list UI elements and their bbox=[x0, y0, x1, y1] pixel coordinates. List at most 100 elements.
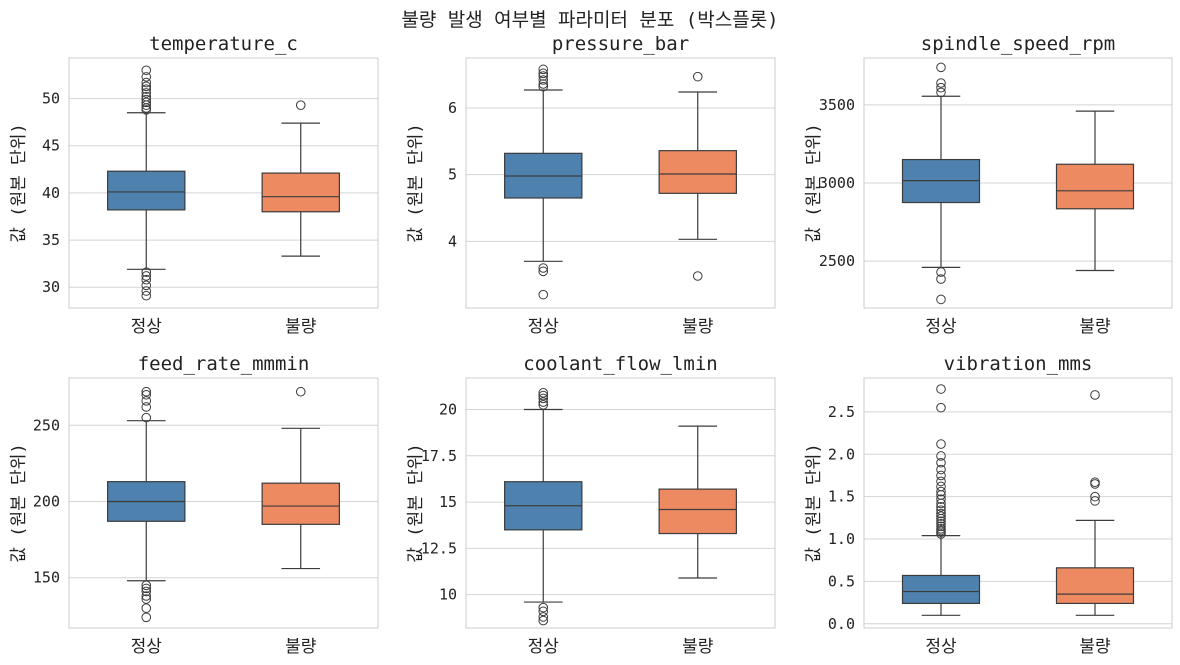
outlier-point bbox=[538, 68, 549, 79]
y-axis-label: 값 (원본 단위) bbox=[406, 123, 426, 242]
y-tick-label: 12.5 bbox=[421, 539, 457, 557]
iqr-box bbox=[658, 150, 737, 194]
outlier-point bbox=[936, 267, 946, 277]
outlier-point bbox=[538, 612, 549, 622]
y-tick-label: 20 bbox=[439, 400, 457, 418]
iqr-box bbox=[1055, 567, 1135, 605]
outlier-point bbox=[1090, 491, 1100, 502]
outlier-point bbox=[538, 397, 549, 407]
subplot-title: spindle_speed_rpm bbox=[921, 33, 1115, 55]
outlier-point bbox=[936, 511, 946, 521]
subplot-1: 30 35 40 45 50 정상 불량 temperature_c 값 (원본 단위) bbox=[9, 33, 379, 337]
y-tick-label: 250 bbox=[33, 416, 60, 434]
outlier-point bbox=[538, 400, 549, 410]
outlier-point bbox=[538, 263, 549, 273]
subplot-title: feed_rate_mmmin bbox=[138, 353, 310, 375]
outlier-point bbox=[295, 386, 306, 397]
outlier-point bbox=[1090, 477, 1100, 488]
outlier-point bbox=[141, 402, 152, 412]
iqr-box bbox=[261, 482, 340, 525]
outlier-point bbox=[692, 271, 703, 281]
box-normal bbox=[107, 386, 186, 623]
subplot-2: 4 5 6 정상 불량 pressure_bar 값 (원본 단위) bbox=[406, 33, 776, 337]
box-defect bbox=[658, 425, 737, 579]
outlier-point bbox=[141, 65, 152, 76]
x-tick-label: 정상 bbox=[131, 317, 163, 337]
outlier-point bbox=[538, 64, 549, 75]
y-tick-label: 3000 bbox=[819, 174, 855, 192]
box-normal bbox=[901, 384, 981, 616]
outlier-point bbox=[936, 524, 946, 534]
outlier-point bbox=[936, 508, 946, 519]
y-tick-label: 4 bbox=[448, 232, 457, 250]
outlier-point bbox=[141, 286, 152, 296]
subplot-title: temperature_c bbox=[149, 33, 298, 55]
y-axis-label: 값 (원본 단위) bbox=[9, 443, 29, 562]
y-tick-label: 150 bbox=[33, 569, 60, 587]
box-normal bbox=[504, 388, 583, 626]
x-tick-label: 정상 bbox=[131, 637, 163, 657]
x-tick-label: 정상 bbox=[925, 317, 957, 337]
y-tick-label: 5 bbox=[448, 166, 457, 184]
y-tick-label: 10 bbox=[439, 586, 457, 604]
outlier-point bbox=[141, 594, 152, 604]
outlier-point bbox=[936, 502, 946, 512]
outlier-point bbox=[141, 612, 152, 623]
subplot-title: pressure_bar bbox=[552, 33, 689, 55]
outlier-point bbox=[936, 505, 946, 516]
outlier-point bbox=[936, 384, 946, 394]
outlier-point bbox=[141, 412, 152, 423]
outlier-point bbox=[141, 97, 152, 108]
outlier-point bbox=[538, 71, 549, 81]
outlier-point bbox=[141, 580, 152, 591]
y-tick-label: 1.0 bbox=[828, 530, 855, 548]
y-tick-label: 1.5 bbox=[828, 488, 855, 506]
outlier-point bbox=[1090, 390, 1100, 400]
x-tick-label: 정상 bbox=[528, 317, 560, 337]
y-tick-label: 0.0 bbox=[828, 615, 855, 633]
plot-frame bbox=[68, 57, 379, 309]
subplot-title: vibration_mms bbox=[944, 353, 1093, 375]
outlier-point bbox=[141, 586, 152, 597]
outlier-point bbox=[538, 289, 549, 300]
outlier-point bbox=[141, 88, 152, 98]
subplot-6: 0.0 0.5 1.0 1.5 2.0 2.5 정상 불량 vibration_mms 값 (원본… bbox=[804, 353, 1173, 657]
outlier-point bbox=[936, 87, 946, 98]
iqr-box bbox=[107, 170, 186, 211]
y-tick-label: 30 bbox=[42, 278, 60, 296]
y-axis-label: 값 (원본 단위) bbox=[804, 443, 824, 562]
outlier-point bbox=[936, 486, 946, 497]
outlier-point bbox=[936, 457, 946, 468]
outlier-point bbox=[141, 290, 152, 301]
outlier-point bbox=[936, 294, 946, 305]
outlier-point bbox=[538, 390, 549, 401]
iqr-box bbox=[261, 172, 340, 213]
outlier-point bbox=[141, 91, 152, 102]
y-tick-label: 50 bbox=[42, 90, 60, 108]
y-tick-label: 200 bbox=[33, 492, 60, 510]
y-tick-label: 3500 bbox=[819, 96, 855, 114]
outlier-point bbox=[1090, 496, 1100, 506]
figure-title: 불량 발생 여부별 파라미터 분포 (박스플롯) bbox=[401, 9, 779, 31]
outlier-point bbox=[538, 615, 549, 626]
outlier-point bbox=[936, 402, 946, 413]
y-tick-label: 40 bbox=[42, 184, 60, 202]
box-defect bbox=[1055, 390, 1135, 616]
outlier-point bbox=[141, 94, 152, 105]
y-tick-label: 2500 bbox=[819, 252, 855, 270]
box-defect bbox=[1055, 110, 1135, 272]
y-axis-label: 값 (원본 단위) bbox=[406, 443, 426, 562]
outlier-point bbox=[141, 591, 152, 601]
plot-frame bbox=[863, 57, 1173, 309]
outlier-point bbox=[692, 71, 703, 82]
x-tick-label: 불량 bbox=[682, 637, 714, 657]
iqr-box bbox=[1055, 163, 1135, 210]
outlier-point bbox=[936, 82, 946, 93]
outlier-point bbox=[141, 77, 152, 88]
y-tick-label: 6 bbox=[448, 99, 457, 117]
plot-frame bbox=[465, 57, 776, 309]
y-axis-label: 값 (원본 단위) bbox=[804, 123, 824, 242]
outlier-point bbox=[538, 393, 549, 404]
x-tick-label: 정상 bbox=[925, 637, 957, 657]
y-tick-label: 35 bbox=[42, 231, 60, 249]
